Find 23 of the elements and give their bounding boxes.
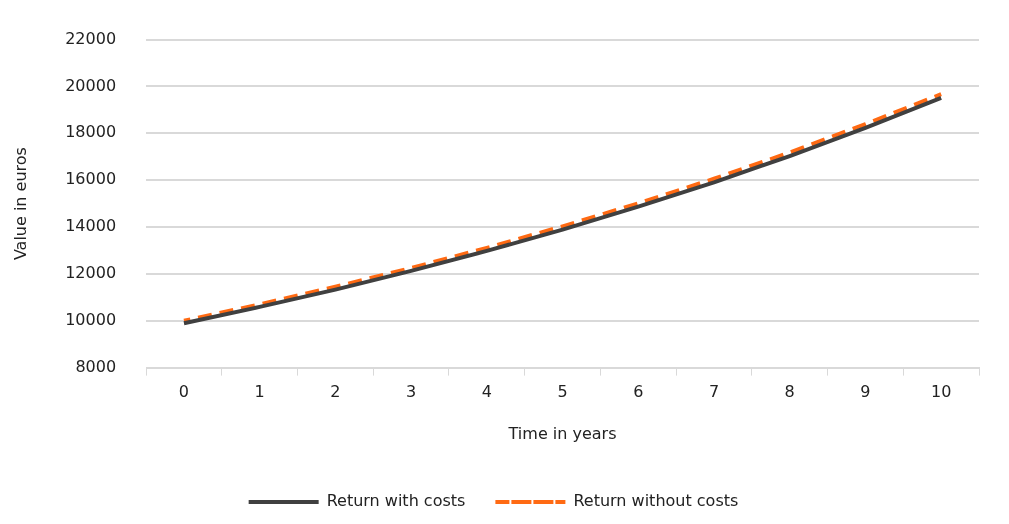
x-tick-label: 9	[860, 382, 871, 402]
x-tick-label: 5	[557, 382, 568, 402]
y-tick-label: 12000	[65, 263, 117, 283]
y-tick-label: 22000	[65, 28, 117, 48]
y-tick-label: 16000	[65, 169, 117, 189]
x-tick-label: 8	[784, 382, 795, 402]
legend-label: Return with costs	[326, 491, 466, 511]
y-tick-label: 10000	[65, 309, 117, 329]
y-tick-label: 8000	[75, 356, 117, 376]
y-tick-label: 20000	[65, 75, 117, 95]
x-tick-label: 1	[254, 382, 265, 402]
y-tick-label: 14000	[65, 216, 117, 236]
x-tick-label: 2	[330, 382, 341, 402]
x-tick-label: 7	[708, 382, 720, 402]
y-axis-title: Value in euros	[10, 147, 30, 261]
x-tick-label: 0	[178, 382, 190, 402]
x-axis-title: Time in years	[507, 423, 617, 443]
legend-label: Return without costs	[573, 491, 739, 511]
x-tick-label: 4	[481, 382, 492, 402]
y-tick-label: 18000	[65, 122, 117, 142]
x-tick-label: 3	[406, 382, 417, 402]
x-tick-label: 10	[930, 382, 952, 402]
x-tick-label: 6	[633, 382, 644, 402]
